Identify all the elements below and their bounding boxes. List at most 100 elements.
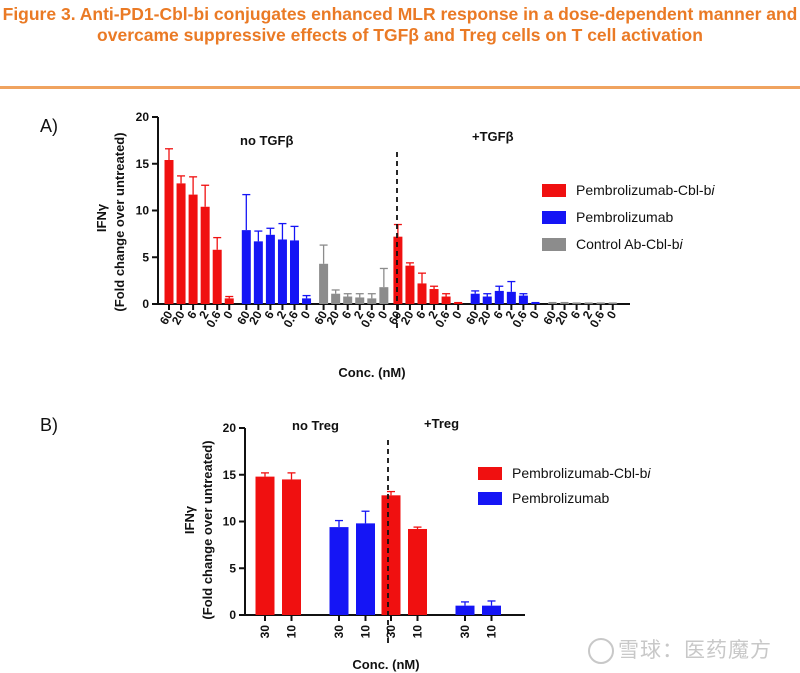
chart-a-legend-label: Control Ab-Cbl-bi [576, 236, 684, 252]
chart-a-y-tick-label: 0 [142, 297, 149, 311]
panel-b-label: B) [40, 415, 58, 435]
chart-b-legend-swatch [478, 467, 502, 480]
chart-a-bar [265, 234, 275, 304]
chart-a-bar [302, 298, 312, 304]
chart-a-y-tick-label: 20 [136, 110, 150, 124]
chart-b-x-tick-label: 30 [458, 625, 472, 639]
chart-a-x-tick-label: 60 [157, 308, 176, 327]
chart-b-legend-label: Pembrolizumab-Cbl-bi [512, 465, 651, 481]
chart-a-bar [560, 303, 570, 304]
chart-b-x-tick-label: 30 [384, 625, 398, 639]
chart-a-x-tick-label: 0.6 [281, 308, 302, 330]
chart-b-x-tick-label: 10 [359, 625, 373, 639]
chart-a-legend-label: Pembrolizumab [576, 209, 673, 225]
chart-a-group-label-1: no TGFβ [240, 133, 293, 148]
chart-b-legend-label: Pembrolizumab [512, 490, 609, 506]
chart-a-ylabel-sub: (Fold change over untreated) [112, 132, 127, 311]
chart-a-x-tick-label: 60 [540, 308, 559, 327]
chart-a-bar [494, 290, 504, 304]
chart-a-x-tick-label: 0 [604, 308, 620, 321]
chart-a-bar [482, 296, 492, 304]
chart-a-bar [212, 249, 222, 304]
chart-a-bar [441, 296, 451, 304]
chart-a-group-label-2: +TGFβ [472, 129, 514, 144]
chart-a-bar [319, 263, 329, 304]
chart-a-y-tick-label: 15 [136, 157, 150, 171]
chart-a-bar [572, 303, 582, 305]
panel-a-label: A) [40, 116, 58, 136]
chart-a-bar [584, 303, 594, 305]
chart-b-group-label-2: +Treg [424, 416, 459, 431]
chart-a: IFNγ (Fold change over untreated) Conc. … [94, 110, 715, 380]
chart-a-legend-swatch [542, 238, 566, 251]
chart-b-bar [455, 605, 475, 615]
chart-a-x-tick-label: 0.6 [587, 308, 608, 330]
chart-b-bar [329, 527, 349, 615]
chart-a-bar [608, 303, 618, 305]
chart-b-legend-swatch [478, 492, 502, 505]
chart-b-y-tick-label: 10 [223, 515, 237, 529]
chart-a-bar [453, 303, 463, 304]
chart-b-xlabel: Conc. (nM) [352, 657, 419, 672]
chart-a-bar [164, 160, 174, 304]
chart-a-x-tick-label: 60 [311, 308, 330, 327]
chart-a-bar [200, 206, 210, 304]
chart-a-x-tick-label: 0.6 [358, 308, 379, 330]
chart-a-x-tick-label: 20 [552, 308, 571, 327]
chart-b-bar [255, 476, 275, 615]
chart-b-x-tick-label: 10 [485, 625, 499, 639]
chart-a-bar [188, 194, 198, 304]
chart-a-bar [290, 240, 299, 304]
chart-b-y-tick-label: 5 [229, 561, 236, 575]
chart-a-x-tick-label: 20 [169, 308, 188, 327]
chart-a-bar [470, 293, 480, 304]
chart-b-bar [356, 523, 375, 615]
watermark: 雪球：医药魔方 [588, 634, 772, 664]
chart-a-x-tick-label: 60 [234, 308, 253, 327]
chart-b-bar [381, 495, 401, 615]
chart-b-y-tick-label: 0 [229, 608, 236, 622]
chart-a-bar [417, 283, 427, 304]
chart-b-group-label-1: no Treg [292, 418, 339, 433]
chart-a-bar [355, 297, 365, 304]
chart-a-bar [241, 230, 251, 304]
chart-b-y-tick-label: 15 [223, 468, 237, 482]
chart-b-x-tick-label: 10 [285, 625, 299, 639]
chart-b-x-tick-label: 30 [258, 625, 272, 639]
chart-a-bar [530, 303, 540, 304]
chart-a-bar [596, 303, 606, 305]
chart-a-ylabel: IFNγ [94, 203, 109, 232]
chart-a-bar [343, 296, 353, 304]
chart-a-bar [277, 239, 287, 304]
chart-a-bar [518, 295, 528, 304]
chart-a-x-tick-label: 0.6 [510, 308, 531, 330]
chart-a-x-tick-label: 20 [398, 308, 417, 327]
chart-a-x-tick-label: 60 [463, 308, 482, 327]
chart-b: IFNγ (Fold change over untreated) Conc. … [182, 416, 651, 672]
chart-a-bar [176, 183, 186, 304]
chart-a-legend-swatch [542, 211, 566, 224]
chart-a-bar [331, 293, 341, 304]
chart-a-x-tick-label: 20 [246, 308, 265, 327]
chart-b-ylabel-sub: (Fold change over untreated) [200, 440, 215, 619]
chart-b-x-tick-label: 10 [411, 625, 425, 639]
chart-a-x-tick-label: 0.6 [432, 308, 453, 330]
watermark-text: 雪球：医药魔方 [618, 638, 772, 662]
chart-a-legend-label: Pembrolizumab-Cbl-bi [576, 182, 715, 198]
chart-a-bar [253, 241, 263, 304]
snowball-logo-icon [588, 638, 614, 664]
chart-b-x-tick-label: 30 [332, 625, 346, 639]
chart-a-bar [367, 298, 377, 304]
chart-a-bar [548, 303, 557, 304]
chart-b-y-tick-label: 20 [223, 421, 237, 435]
title-divider [0, 86, 800, 89]
chart-a-x-tick-label: 20 [475, 308, 494, 327]
chart-a-y-tick-label: 5 [142, 250, 149, 264]
chart-b-bar [282, 479, 301, 615]
chart-a-bar [506, 291, 516, 304]
chart-a-y-tick-label: 10 [136, 204, 150, 218]
chart-a-bar [429, 289, 439, 304]
chart-a-x-tick-label: 20 [323, 308, 342, 327]
chart-a-xlabel: Conc. (nM) [338, 365, 405, 380]
